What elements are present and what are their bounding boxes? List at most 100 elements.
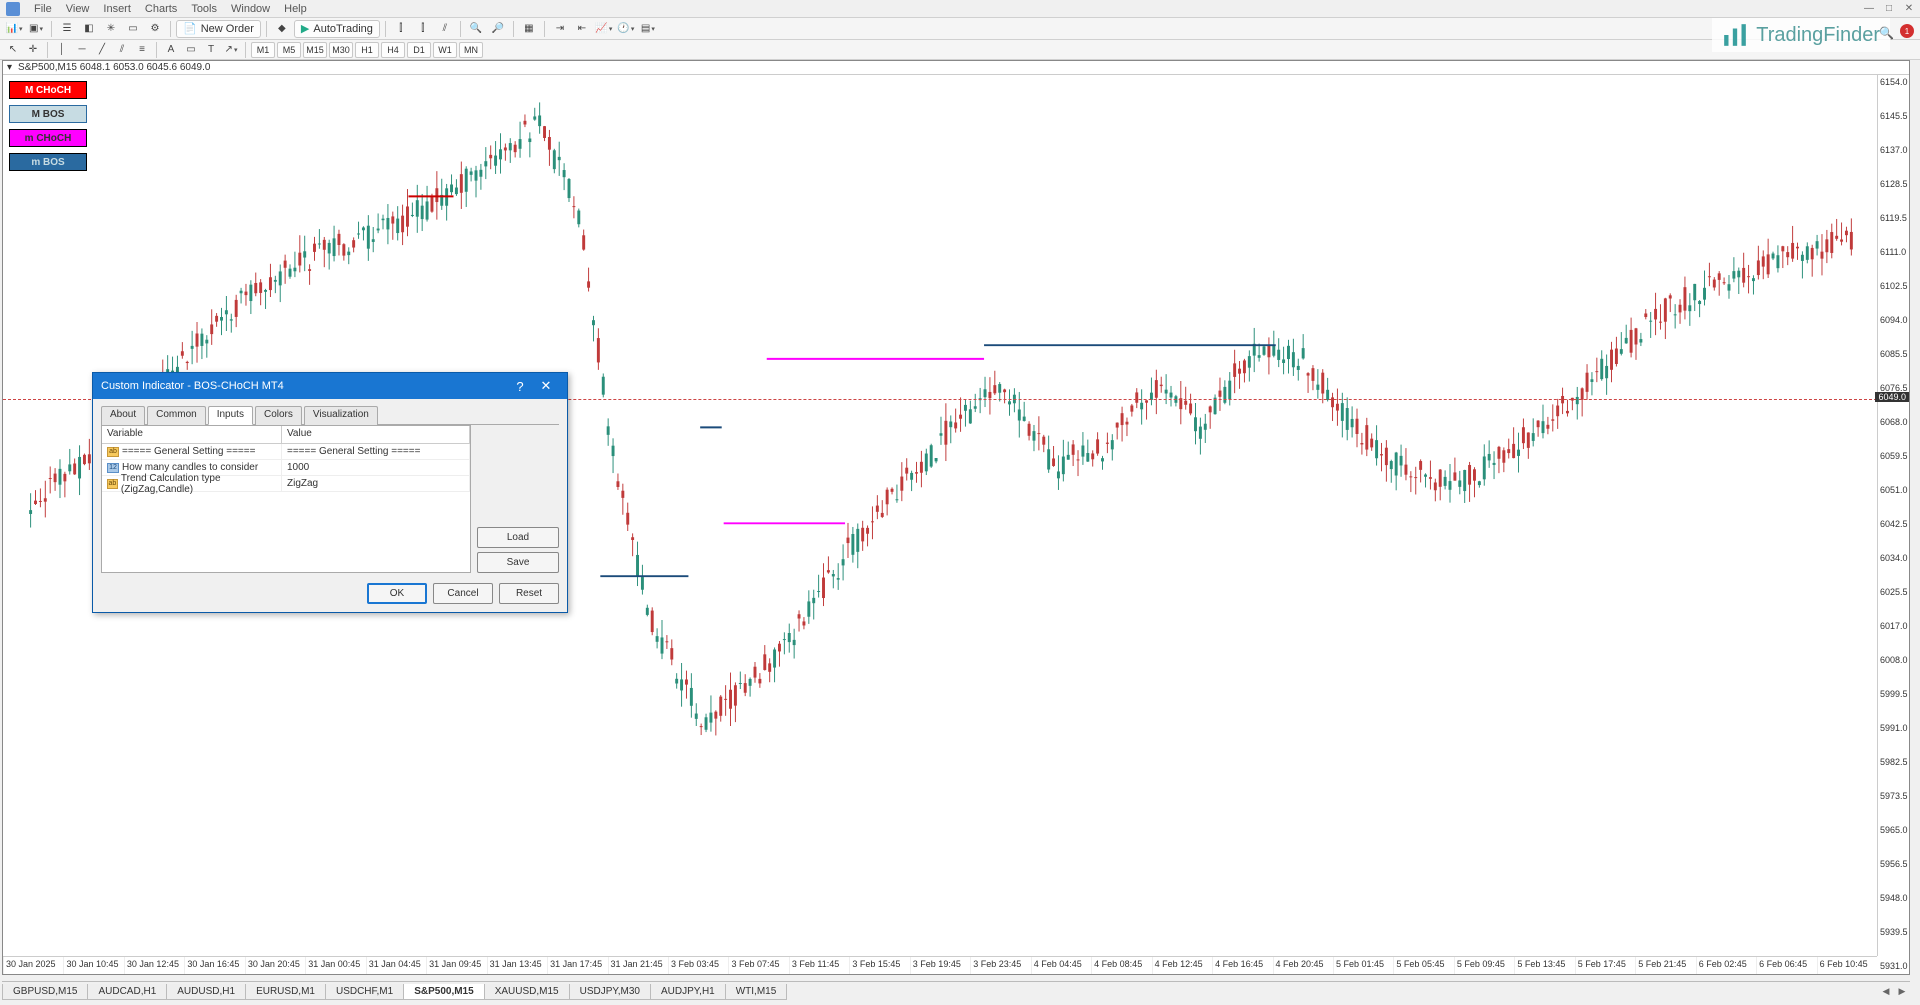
tab-visualization[interactable]: Visualization bbox=[304, 406, 378, 425]
time-tick: 3 Feb 19:45 bbox=[910, 957, 970, 974]
bar-chart-icon[interactable]: ⫿ bbox=[391, 20, 411, 38]
navigator-icon[interactable]: ✳ bbox=[101, 20, 121, 38]
chart-tab-audjpy-h1[interactable]: AUDJPY,H1 bbox=[650, 984, 726, 1000]
metaquotes-icon[interactable]: ◆ bbox=[272, 20, 292, 38]
arrange-icon[interactable]: ▦ bbox=[519, 20, 539, 38]
autotrading-button[interactable]: ▶AutoTrading bbox=[294, 20, 380, 38]
timeframe-d1[interactable]: D1 bbox=[407, 42, 431, 58]
menu-window[interactable]: Window bbox=[231, 3, 270, 15]
save-button[interactable]: Save bbox=[477, 552, 559, 573]
profiles-icon[interactable]: ▣ bbox=[26, 20, 46, 38]
vertical-line-icon[interactable]: │ bbox=[53, 42, 71, 58]
chart-tab-audusd-h1[interactable]: AUDUSD,H1 bbox=[166, 984, 246, 1000]
line-chart-icon[interactable]: ⫽ bbox=[435, 20, 455, 38]
new-order-button[interactable]: 📄New Order bbox=[176, 20, 261, 38]
data-window-icon[interactable]: ◧ bbox=[79, 20, 99, 38]
menu-insert[interactable]: Insert bbox=[103, 3, 131, 15]
chart-tab-eurusd-m1[interactable]: EURUSD,M1 bbox=[245, 984, 326, 1000]
crosshair-icon[interactable]: ✛ bbox=[24, 42, 42, 58]
channel-icon[interactable]: ⫽ bbox=[113, 42, 131, 58]
time-tick: 6 Feb 02:45 bbox=[1696, 957, 1756, 974]
legend-m-bos: M BOS bbox=[9, 105, 87, 123]
period-icon[interactable]: 🕐 bbox=[616, 20, 636, 38]
menu-view[interactable]: View bbox=[66, 3, 90, 15]
auto-scroll-icon[interactable]: ⇤ bbox=[572, 20, 592, 38]
dialog-title-bar[interactable]: Custom Indicator - BOS-CHoCH MT4 ? ✕ bbox=[93, 373, 567, 399]
zoom-in-icon[interactable]: 🔍 bbox=[466, 20, 486, 38]
shift-chart-icon[interactable]: ⇥ bbox=[550, 20, 570, 38]
zoom-out-icon[interactable]: 🔎 bbox=[488, 20, 508, 38]
menu-file[interactable]: File bbox=[34, 3, 52, 15]
header-variable[interactable]: Variable bbox=[102, 426, 282, 443]
timeframe-m30[interactable]: M30 bbox=[329, 42, 353, 58]
time-tick: 3 Feb 03:45 bbox=[668, 957, 728, 974]
tab-nav: ◀ ▶ bbox=[1878, 986, 1910, 997]
tab-inputs[interactable]: Inputs bbox=[208, 406, 253, 425]
chart-tab-wti-m15[interactable]: WTI,M15 bbox=[725, 984, 788, 1000]
dialog-help-button[interactable]: ? bbox=[507, 373, 533, 399]
chart-tab-usdjpy-m30[interactable]: USDJPY,M30 bbox=[569, 984, 651, 1000]
header-value[interactable]: Value bbox=[282, 426, 470, 443]
timeframe-w1[interactable]: W1 bbox=[433, 42, 457, 58]
tab-about[interactable]: About bbox=[101, 406, 145, 425]
text-label-icon[interactable]: T bbox=[202, 42, 220, 58]
input-row[interactable]: ab===== General Setting ========== Gener… bbox=[102, 444, 470, 460]
search-icon[interactable]: 🔍 bbox=[1879, 26, 1894, 40]
timeframe-h1[interactable]: H1 bbox=[355, 42, 379, 58]
timeframe-m1[interactable]: M1 bbox=[251, 42, 275, 58]
notification-badge[interactable]: 1 bbox=[1900, 24, 1914, 38]
cancel-button[interactable]: Cancel bbox=[433, 583, 493, 604]
chart-restore-icon[interactable]: ▾ bbox=[7, 62, 12, 73]
tab-scroll-left-icon[interactable]: ◀ bbox=[1878, 986, 1894, 997]
time-axis: 30 Jan 202530 Jan 10:4530 Jan 12:4530 Ja… bbox=[3, 956, 1877, 974]
timeframe-h4[interactable]: H4 bbox=[381, 42, 405, 58]
timeframe-mn[interactable]: MN bbox=[459, 42, 483, 58]
tab-common[interactable]: Common bbox=[147, 406, 206, 425]
new-chart-icon[interactable]: 📊 bbox=[4, 20, 24, 38]
terminal-icon[interactable]: ▭ bbox=[123, 20, 143, 38]
chart-tab-audcad-h1[interactable]: AUDCAD,H1 bbox=[87, 984, 167, 1000]
load-button[interactable]: Load bbox=[477, 527, 559, 548]
variable-value[interactable]: ===== General Setting ===== bbox=[282, 444, 470, 459]
reset-button[interactable]: Reset bbox=[499, 583, 559, 604]
time-tick: 31 Jan 17:45 bbox=[547, 957, 607, 974]
maximize-button[interactable]: □ bbox=[1882, 2, 1896, 14]
chart-tab-s-p500-m15[interactable]: S&P500,M15 bbox=[403, 984, 484, 1000]
input-row[interactable]: abTrend Calculation type (ZigZag,Candle)… bbox=[102, 476, 470, 492]
menu-charts[interactable]: Charts bbox=[145, 3, 177, 15]
label-icon[interactable]: ▭ bbox=[182, 42, 200, 58]
time-tick: 5 Feb 09:45 bbox=[1454, 957, 1514, 974]
cursor-icon[interactable]: ↖ bbox=[4, 42, 22, 58]
candlestick-icon[interactable]: ⫿ bbox=[413, 20, 433, 38]
trendline-icon[interactable]: ╱ bbox=[93, 42, 111, 58]
inputs-grid[interactable]: Variable Value ab===== General Setting =… bbox=[101, 425, 471, 573]
market-watch-icon[interactable]: ☰ bbox=[57, 20, 77, 38]
menu-tools[interactable]: Tools bbox=[191, 3, 217, 15]
horizontal-line-icon[interactable]: ─ bbox=[73, 42, 91, 58]
close-button[interactable]: ✕ bbox=[1902, 2, 1916, 14]
timeframe-m5[interactable]: M5 bbox=[277, 42, 301, 58]
timeframe-m15[interactable]: M15 bbox=[303, 42, 327, 58]
templates-icon[interactable]: ▤ bbox=[638, 20, 658, 38]
strategy-tester-icon[interactable]: ⚙ bbox=[145, 20, 165, 38]
minimize-button[interactable]: — bbox=[1862, 2, 1876, 14]
variable-value[interactable]: ZigZag bbox=[282, 476, 470, 491]
fibonacci-icon[interactable]: ≡ bbox=[133, 42, 151, 58]
tab-colors[interactable]: Colors bbox=[255, 406, 302, 425]
chart-tab-xauusd-m15[interactable]: XAUUSD,M15 bbox=[484, 984, 570, 1000]
type-icon: 12 bbox=[107, 463, 119, 473]
main-toolbar: 📊 ▣ ☰ ◧ ✳ ▭ ⚙ 📄New Order ◆ ▶AutoTrading … bbox=[0, 18, 1920, 40]
time-tick: 5 Feb 21:45 bbox=[1635, 957, 1695, 974]
chart-tab-usdchf-m1[interactable]: USDCHF,M1 bbox=[325, 984, 404, 1000]
chart-tab-gbpusd-m15[interactable]: GBPUSD,M15 bbox=[2, 984, 88, 1000]
text-icon[interactable]: A bbox=[162, 42, 180, 58]
arrows-icon[interactable]: ↗ bbox=[222, 42, 240, 58]
tab-scroll-right-icon[interactable]: ▶ bbox=[1894, 986, 1910, 997]
indicators-icon[interactable]: 📈 bbox=[594, 20, 614, 38]
dialog-close-button[interactable]: ✕ bbox=[533, 373, 559, 399]
price-tick: 5999.5 bbox=[1880, 689, 1908, 699]
ok-button[interactable]: OK bbox=[367, 583, 427, 604]
variable-value[interactable]: 1000 bbox=[282, 460, 470, 475]
variable-name: How many candles to consider bbox=[122, 462, 258, 473]
menu-help[interactable]: Help bbox=[284, 3, 307, 15]
